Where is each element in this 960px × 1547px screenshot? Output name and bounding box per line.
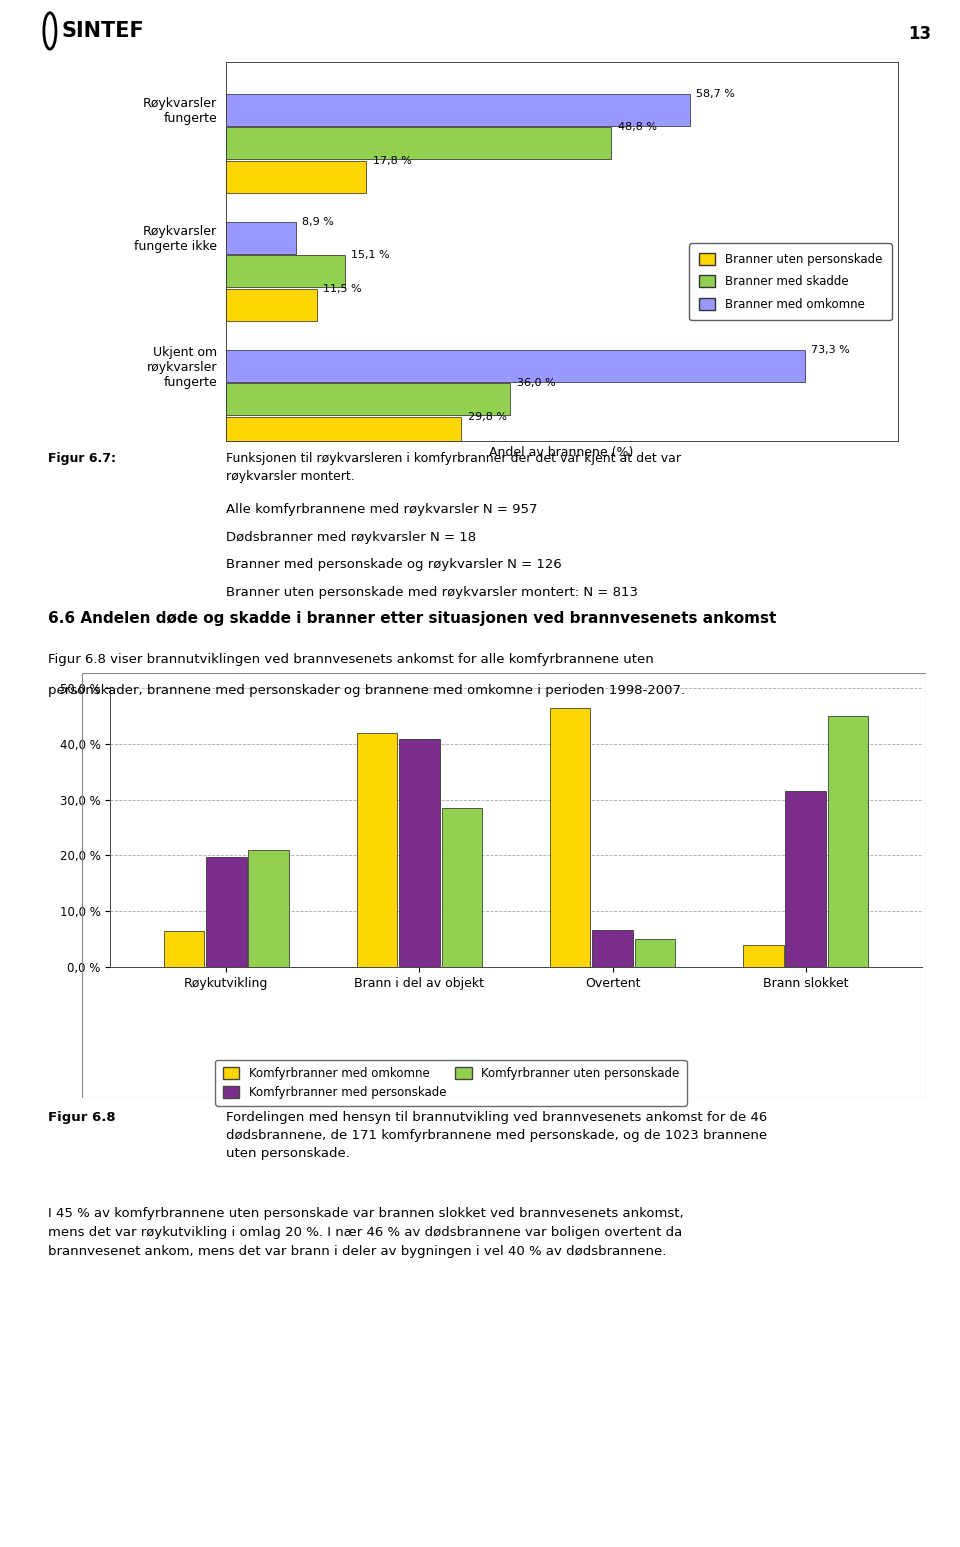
Bar xyxy=(226,127,612,159)
Bar xyxy=(226,416,461,449)
Text: 48,8 %: 48,8 % xyxy=(617,122,657,133)
Bar xyxy=(226,255,345,288)
Text: 15,1 %: 15,1 % xyxy=(351,251,390,260)
Text: Funksjonen til røykvarsleren i komfyrbranner der det var kjent at det var
røykva: Funksjonen til røykvarsleren i komfyrbra… xyxy=(226,452,681,483)
Text: 17,8 %: 17,8 % xyxy=(372,156,412,166)
Text: 13: 13 xyxy=(908,25,931,43)
Bar xyxy=(226,94,689,125)
Bar xyxy=(226,384,510,415)
Text: Figur 6.8: Figur 6.8 xyxy=(48,1111,115,1123)
Bar xyxy=(226,221,296,254)
Text: Alle komfyrbrannene med røykvarsler N = 957: Alle komfyrbrannene med røykvarsler N = … xyxy=(226,503,537,515)
Text: 8,9 %: 8,9 % xyxy=(302,217,334,227)
Text: Branner uten personskade med røykvarsler montert: N = 813: Branner uten personskade med røykvarsler… xyxy=(226,586,637,599)
Bar xyxy=(442,808,482,967)
Bar xyxy=(592,930,633,967)
Bar xyxy=(249,851,289,967)
Legend: Branner uten personskade, Branner med skadde, Branner med omkomne: Branner uten personskade, Branner med sk… xyxy=(689,243,892,320)
Text: 29,8 %: 29,8 % xyxy=(468,412,507,422)
Bar xyxy=(163,931,204,967)
Text: 36,0 %: 36,0 % xyxy=(516,379,555,388)
Text: 6.6 Andelen døde og skadde i branner etter situasjonen ved brannvesenets ankomst: 6.6 Andelen døde og skadde i branner ett… xyxy=(48,611,777,627)
Text: Fordelingen med hensyn til brannutvikling ved brannvesenets ankomst for de 46
dø: Fordelingen med hensyn til brannutviklin… xyxy=(226,1111,767,1160)
Legend: Komfyrbranner med omkomne, Komfyrbranner med personskade, Komfyrbranner uten per: Komfyrbranner med omkomne, Komfyrbranner… xyxy=(215,1060,686,1106)
Text: Branner med personskade og røykvarsler N = 126: Branner med personskade og røykvarsler N… xyxy=(226,558,562,571)
Bar xyxy=(399,738,440,967)
Bar xyxy=(357,733,397,967)
Text: 11,5 %: 11,5 % xyxy=(323,285,362,294)
Text: Figur 6.7:: Figur 6.7: xyxy=(48,452,116,464)
Bar xyxy=(226,161,367,193)
Text: Andel av brannene (%): Andel av brannene (%) xyxy=(490,446,634,458)
Text: personskader, brannene med personskader og brannene med omkomne i perioden 1998-: personskader, brannene med personskader … xyxy=(48,684,685,696)
Bar xyxy=(206,857,247,967)
Bar xyxy=(226,289,317,320)
Text: SINTEF: SINTEF xyxy=(61,22,144,40)
Text: 73,3 %: 73,3 % xyxy=(811,345,851,354)
Bar xyxy=(226,350,805,382)
Text: Dødsbranner med røykvarsler N = 18: Dødsbranner med røykvarsler N = 18 xyxy=(226,531,476,543)
Bar xyxy=(828,716,869,967)
Bar xyxy=(550,709,590,967)
Bar xyxy=(635,939,675,967)
Text: 58,7 %: 58,7 % xyxy=(696,88,734,99)
Bar xyxy=(743,945,783,967)
Text: I 45 % av komfyrbrannene uten personskade var brannen slokket ved brannvesenets : I 45 % av komfyrbrannene uten personskad… xyxy=(48,1207,684,1258)
Text: Figur 6.8 viser brannutviklingen ved brannvesenets ankomst for alle komfyrbranne: Figur 6.8 viser brannutviklingen ved bra… xyxy=(48,653,654,665)
Bar xyxy=(785,792,826,967)
